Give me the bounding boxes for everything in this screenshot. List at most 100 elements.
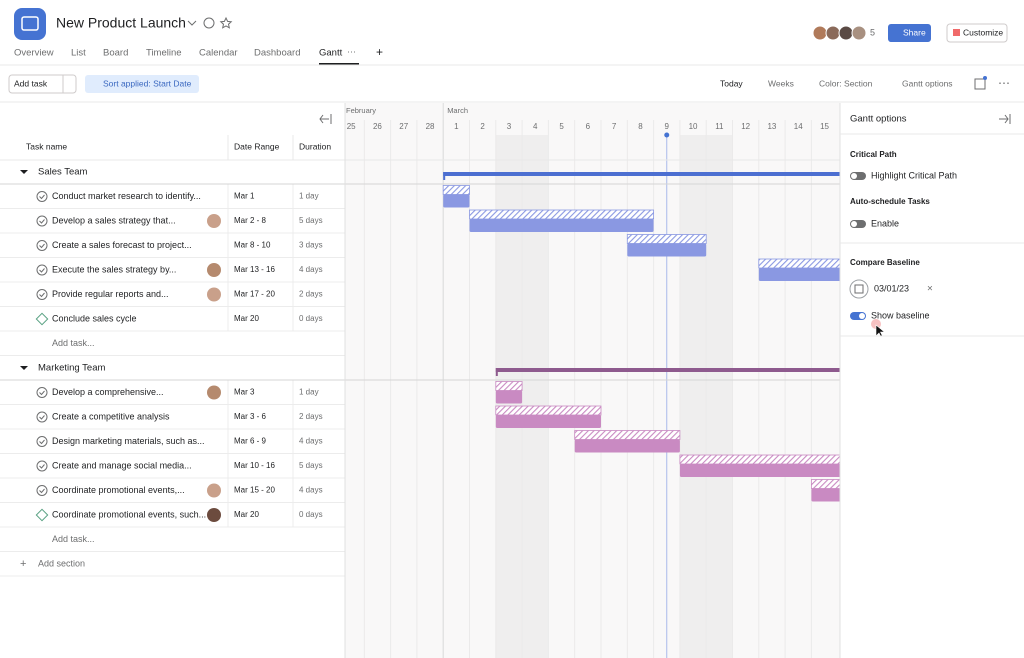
task-name[interactable]: Conclude sales cycle: [52, 313, 137, 323]
task-duration: 0 days: [299, 314, 323, 323]
sort-chip[interactable]: [85, 75, 199, 93]
task-name[interactable]: Provide regular reports and...: [52, 289, 169, 299]
add-task-label: Add task: [14, 78, 48, 88]
toggle-label: Highlight Critical Path: [871, 170, 957, 180]
customize-button[interactable]: [946, 23, 1008, 43]
task-name[interactable]: Develop a comprehensive...: [52, 387, 164, 397]
month-label: February: [346, 106, 376, 115]
tab[interactable]: Calendar: [199, 48, 238, 59]
section-summary-bar: [443, 172, 840, 176]
complete-check[interactable]: [36, 191, 48, 202]
add-section-plus: +: [20, 558, 26, 570]
add-task-row[interactable]: Add task...: [52, 534, 95, 544]
task-name[interactable]: Coordinate promotional events, such...: [52, 509, 206, 519]
gantt-options-button[interactable]: Gantt options: [902, 78, 953, 88]
favorite-icon[interactable]: [219, 16, 233, 29]
assignee-avatar[interactable]: [207, 287, 221, 302]
panel-title: Gantt options: [850, 114, 907, 125]
today-marker: [664, 132, 670, 138]
complete-check[interactable]: [36, 215, 48, 227]
task-name[interactable]: Create a sales forecast to project...: [52, 240, 192, 250]
complete-check[interactable]: [36, 289, 48, 300]
day-label: 1: [454, 122, 459, 131]
complete-check[interactable]: [36, 436, 48, 447]
customize-icon: [953, 29, 960, 36]
assignee-avatar[interactable]: [207, 483, 221, 498]
complete-check[interactable]: [36, 460, 48, 472]
complete-check[interactable]: [36, 387, 48, 398]
task-bar[interactable]: [679, 464, 864, 477]
task-dates: Mar 6 - 9: [234, 437, 267, 446]
complete-check[interactable]: [36, 485, 48, 496]
task-name[interactable]: Design marketing materials, such as...: [52, 436, 205, 446]
color-button[interactable]: Color: Section: [819, 78, 873, 88]
project-title: New Product Launch: [56, 15, 186, 31]
weekend-shade: [706, 135, 733, 658]
task-dates: Mar 1: [234, 192, 255, 201]
assignee-avatar[interactable]: [207, 263, 221, 277]
calendar-glyph: [854, 284, 864, 294]
zoom-button[interactable]: Weeks: [768, 78, 794, 88]
sort-label: Sort applied: Start Date: [103, 78, 192, 88]
today-button[interactable]: Today: [720, 78, 743, 88]
tab[interactable]: List: [71, 48, 86, 59]
task-name[interactable]: Conduct market research to identify...: [52, 191, 201, 201]
baseline-bar: [626, 234, 707, 244]
section-caret[interactable]: [20, 366, 28, 370]
baseline-date[interactable]: 03/01/23: [874, 283, 909, 293]
tab[interactable]: Timeline: [146, 48, 182, 59]
column-header: Task name: [26, 141, 67, 151]
task-bar[interactable]: [495, 390, 523, 404]
day-label: 5: [559, 122, 564, 131]
more-icon[interactable]: ⋯: [998, 76, 1010, 90]
milestone-icon[interactable]: [35, 312, 49, 326]
member-avatars[interactable]: [812, 25, 867, 41]
day-label: 15: [820, 122, 829, 131]
task-name[interactable]: Create and manage social media...: [52, 460, 192, 470]
task-bar[interactable]: [469, 219, 654, 232]
task-bar[interactable]: [574, 439, 680, 453]
task-duration: 3 days: [299, 241, 323, 250]
add-section[interactable]: Add section: [38, 558, 85, 568]
add-task-button[interactable]: [8, 74, 77, 94]
info-icon[interactable]: [203, 17, 215, 29]
tab[interactable]: Gantt: [319, 48, 343, 59]
section-caret[interactable]: [20, 170, 28, 174]
task-bar[interactable]: [627, 243, 707, 257]
share-button[interactable]: [888, 24, 931, 42]
assignee-avatar[interactable]: [207, 214, 221, 228]
task-dates: Mar 15 - 20: [234, 486, 275, 495]
task-duration: 2 days: [299, 412, 323, 421]
collapse-icon[interactable]: [319, 114, 332, 124]
complete-check[interactable]: [36, 240, 48, 251]
title-dropdown[interactable]: [187, 20, 197, 26]
task-bar[interactable]: [443, 194, 470, 208]
complete-check[interactable]: [36, 411, 48, 423]
tab[interactable]: Board: [103, 48, 128, 59]
panel-close[interactable]: [999, 114, 1011, 124]
tab[interactable]: Dashboard: [254, 48, 300, 59]
tab[interactable]: Overview: [14, 48, 54, 59]
task-name[interactable]: Coordinate promotional events,...: [52, 485, 185, 495]
task-bar[interactable]: [758, 268, 864, 281]
task-name[interactable]: Create a competitive analysis: [52, 411, 170, 421]
day-label: 4: [533, 122, 538, 131]
task-name[interactable]: Develop a sales strategy that...: [52, 215, 176, 225]
task-name[interactable]: Execute the sales strategy by...: [52, 264, 176, 274]
check-glyph: [39, 439, 45, 445]
task-bar[interactable]: [495, 415, 601, 428]
export-icon[interactable]: [974, 78, 986, 90]
milestone-icon[interactable]: [35, 508, 49, 522]
date-picker-icon[interactable]: [849, 279, 869, 299]
add-tab[interactable]: +: [376, 45, 383, 59]
task-dates: Mar 3: [234, 388, 255, 397]
task-dates: Mar 13 - 16: [234, 265, 275, 274]
add-task-row[interactable]: Add task...: [52, 338, 95, 348]
complete-check[interactable]: [36, 264, 48, 276]
clear-date[interactable]: ×: [927, 284, 933, 295]
section-name: Sales Team: [38, 167, 88, 178]
assignee-avatar[interactable]: [207, 385, 221, 400]
notify-dot: [983, 76, 987, 80]
assignee-avatar[interactable]: [207, 508, 221, 522]
